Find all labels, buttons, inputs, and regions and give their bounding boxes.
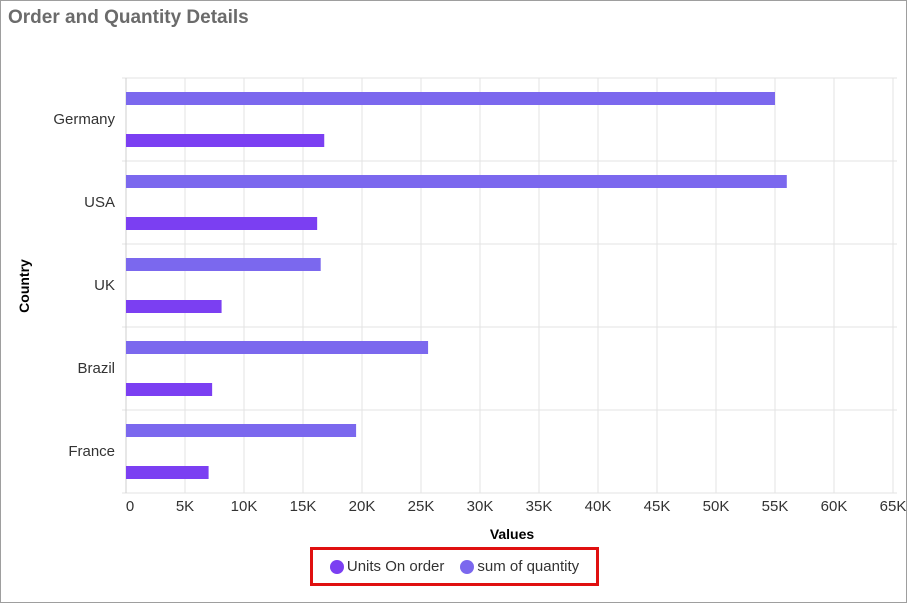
x-tick-labels: 0 5K 10K 15K 20K 25K 30K 35K 40K 45K 50K 55K 60K 65K [126, 498, 907, 515]
y-axis-title: Country [16, 259, 32, 313]
x-tick-label: 25K [408, 498, 435, 515]
x-tick-label: 40K [585, 498, 612, 515]
chart-title: Order and Quantity Details [8, 7, 249, 28]
bars [126, 92, 787, 479]
y-tick-label: USA [84, 194, 115, 211]
x-tick-label: 55K [762, 498, 789, 515]
bar-brazil-units-on-order [126, 383, 213, 396]
grid-lines [122, 77, 897, 494]
legend-item-sum-of-quantity[interactable]: sum of quantity [460, 558, 579, 575]
x-axis-title: Values [490, 526, 535, 542]
legend-label: Units On order [346, 558, 445, 575]
x-tick-label: 60K [821, 498, 848, 515]
x-tick-label: 0 [126, 498, 134, 515]
x-tick-label: 35K [526, 498, 553, 515]
bar-france-sum-of-quantity [126, 424, 357, 437]
x-tick-label: 30K [467, 498, 494, 515]
x-tick-label: 65K [880, 498, 907, 515]
legend: Units On order sum of quantity [310, 547, 599, 586]
y-tick-label: Germany [53, 111, 115, 128]
x-tick-label: 10K [231, 498, 258, 515]
bar-germany-sum-of-quantity [126, 92, 775, 105]
x-tick-label: 15K [290, 498, 317, 515]
y-tick-label: UK [94, 277, 115, 294]
x-tick-label: 20K [349, 498, 376, 515]
x-tick-label: 50K [703, 498, 730, 515]
bar-brazil-sum-of-quantity [126, 341, 429, 354]
legend-marker [329, 559, 344, 574]
bar-france-units-on-order [126, 466, 209, 479]
y-tick-labels: Germany USA UK Brazil France [53, 111, 115, 460]
legend-marker [460, 559, 475, 574]
bar-germany-units-on-order [126, 134, 325, 147]
x-tick-label: 5K [176, 498, 194, 515]
bar-uk-sum-of-quantity [126, 258, 321, 271]
y-tick-label: France [68, 443, 115, 460]
y-tick-label: Brazil [77, 360, 115, 377]
legend-item-units-on-order[interactable]: Units On order [329, 558, 445, 575]
bar-uk-units-on-order [126, 300, 222, 313]
bar-usa-sum-of-quantity [126, 175, 787, 188]
bar-usa-units-on-order [126, 217, 318, 230]
x-tick-label: 45K [644, 498, 671, 515]
legend-label: sum of quantity [477, 558, 580, 575]
